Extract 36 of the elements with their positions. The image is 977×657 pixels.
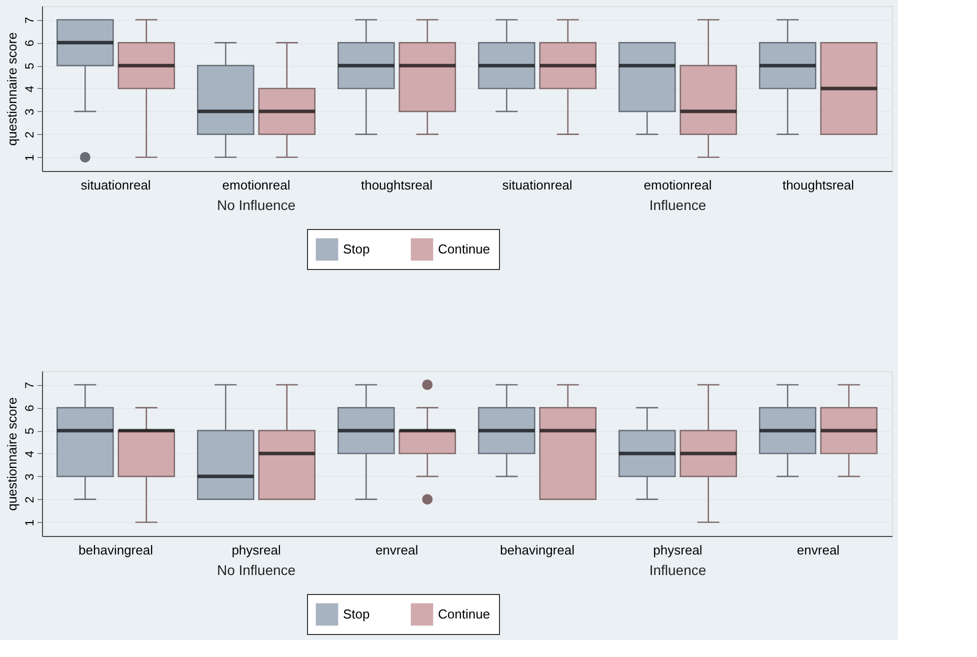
y-tick-label: 4 bbox=[22, 85, 36, 92]
x-tick-label: physreal bbox=[653, 542, 702, 558]
x-tick-label: behavingreal bbox=[500, 542, 575, 558]
y-tick-label: 7 bbox=[22, 382, 36, 389]
text: Influence bbox=[649, 562, 706, 578]
y-tick-label: 6 bbox=[22, 40, 36, 47]
legend-label: Continue bbox=[438, 241, 490, 256]
x-tick-label: physreal bbox=[232, 542, 281, 558]
text: No Influence bbox=[216, 197, 296, 213]
y-axis-title: questionnaire score bbox=[4, 397, 20, 511]
x-tick-label: envreal bbox=[796, 542, 840, 558]
y-tick-label: 3 bbox=[22, 108, 36, 116]
y-tick-label: 6 bbox=[22, 404, 36, 412]
text: No Influence bbox=[216, 562, 296, 578]
y-tick-label: 5 bbox=[22, 62, 36, 70]
y-tick-label: 5 bbox=[22, 427, 36, 434]
y-tick-label: 7 bbox=[22, 16, 36, 24]
x-tick-label: emotionreal bbox=[222, 178, 290, 192]
x-tick-label: situationreal bbox=[80, 178, 151, 192]
text: Influence bbox=[649, 197, 706, 213]
legend-label: Stop bbox=[343, 606, 370, 622]
legend-label: Stop bbox=[343, 241, 370, 256]
x-tick-label: thoughtsreal bbox=[360, 178, 433, 192]
y-tick-label: 2 bbox=[22, 131, 36, 138]
x-tick-label: behavingreal bbox=[78, 542, 154, 558]
y-axis-title: questionnaire score bbox=[4, 32, 20, 146]
y-tick-label: 3 bbox=[22, 473, 36, 480]
x-tick-label: situationreal bbox=[502, 178, 572, 192]
y-tick-label: 1 bbox=[22, 519, 36, 526]
y-tick-label: 2 bbox=[22, 496, 36, 504]
x-tick-label: emotionreal bbox=[644, 178, 712, 192]
x-tick-label: thoughtsreal bbox=[782, 178, 854, 192]
legend-label: Continue bbox=[438, 606, 490, 622]
y-tick-label: 1 bbox=[22, 154, 36, 162]
y-tick-label: 4 bbox=[22, 450, 36, 458]
x-tick-label: envreal bbox=[375, 542, 418, 558]
